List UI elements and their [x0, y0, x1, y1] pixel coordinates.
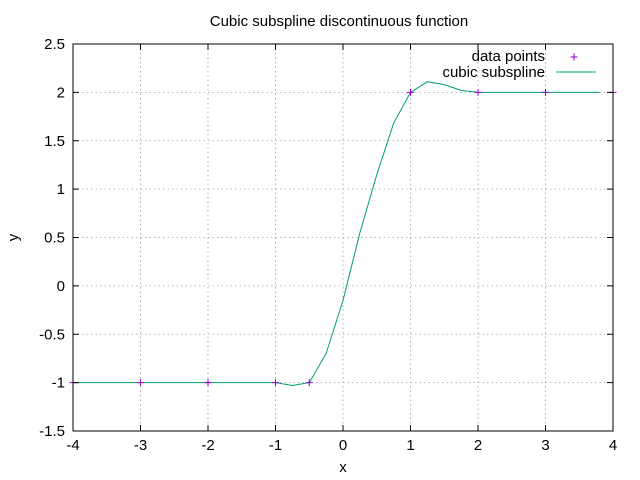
data-point-marker: [272, 379, 279, 387]
x-tick-label: -1: [269, 437, 282, 454]
y-tick-label: 0.5: [44, 230, 65, 247]
y-tick-label: 2.5: [44, 36, 65, 53]
grid-layer: [73, 44, 613, 431]
data-point-marker: [305, 379, 313, 387]
y-tick-label: 0: [57, 278, 65, 295]
data-point-marker: [542, 88, 549, 96]
y-axis-label: y: [5, 233, 22, 241]
data-point-marker: [407, 88, 414, 96]
x-tick-label: 3: [541, 437, 549, 454]
y-tick-label: 1: [57, 181, 65, 198]
legend-plus-marker: [570, 53, 578, 61]
data-point-marker: [204, 379, 212, 387]
x-tick-label: -3: [134, 437, 147, 454]
legend-symbol-data-points: [570, 53, 578, 61]
legend-label-cubic-subspline: cubic subspline: [442, 64, 545, 81]
x-tick-label: 0: [339, 437, 347, 454]
x-tick-label: -2: [201, 437, 214, 454]
y-tick-label: -1.5: [39, 423, 65, 440]
x-axis-label: x: [339, 459, 347, 476]
legend: data points cubic subspline: [442, 48, 596, 81]
data-point-marker: [474, 88, 482, 96]
tick-layer: -4 -3 -2 -1 0 1 2 3 4 -1.5 -1 -0.5 0 0.5 1 1.5 2 2.5: [39, 36, 617, 454]
y-tick-label: -1: [52, 375, 65, 392]
x-tick-label: -4: [66, 437, 79, 454]
x-tick-label: 2: [474, 437, 482, 454]
legend-label-data-points: data points: [472, 48, 545, 65]
series-line-cubic-subspline: [73, 81, 600, 387]
y-tick-label: 2: [57, 84, 65, 101]
x-tick-label: 4: [609, 437, 617, 454]
y-tick-label: -0.5: [39, 326, 65, 343]
y-tick-label: 1.5: [44, 133, 65, 150]
chart-title: Cubic subspline discontinuous function: [210, 13, 469, 30]
x-tick-label: 1: [406, 437, 414, 454]
data-point-marker: [137, 379, 144, 387]
